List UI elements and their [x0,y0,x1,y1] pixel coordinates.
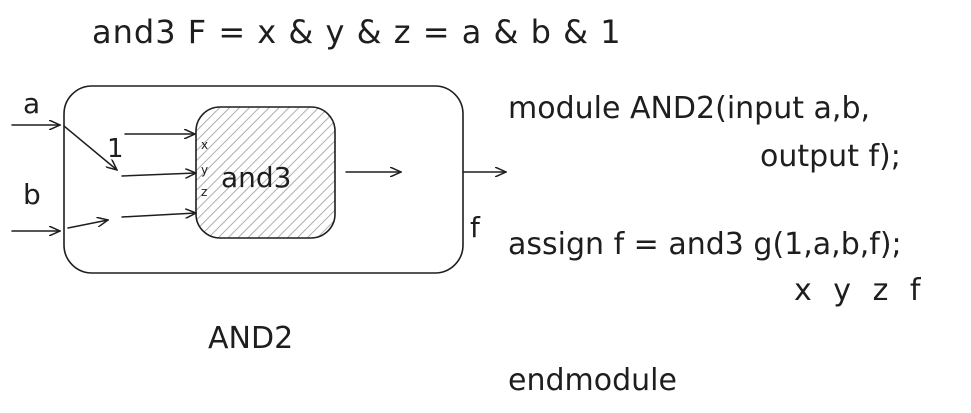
output-f-label: f [470,211,481,244]
module-name-label: AND2 [208,321,293,356]
wire-to-y [121,173,196,176]
wire-b-cont [67,220,108,229]
port-z-label: z [201,185,207,199]
port-y-label: y [201,163,208,177]
title-equation: and3 F = x & y & z = a & b & 1 [92,13,622,51]
and3-gate-label: and3 [221,161,292,194]
input-a-label: a [23,87,40,120]
code-line-port-map: x y z f [794,273,927,308]
input-b-label: b [23,178,41,211]
port-x-label: x [201,138,208,152]
code-line-module: module AND2(input a,b, [508,91,871,126]
code-line-assign: assign f = and3 g(1,a,b,f); [508,227,902,262]
wire-to-z [121,213,196,217]
and2-circuit-diagram: a b 1 x y z and3 f AND2 [11,85,560,356]
constant-one-label: 1 [107,134,124,164]
code-line-endmodule: endmodule [508,363,677,398]
and2-module-box [63,85,464,274]
wire-a-to-y [63,125,117,170]
code-line-output: output f); [760,139,901,174]
